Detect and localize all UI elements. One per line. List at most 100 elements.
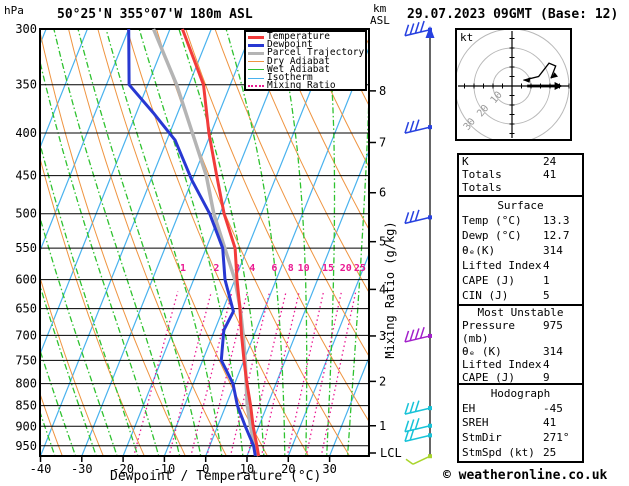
svg-text:7: 7 (379, 135, 386, 149)
svg-text:15: 15 (322, 263, 334, 274)
table-row-label: StmSpd (kt) (462, 446, 535, 460)
table-row-label: Lifted Index (462, 358, 542, 371)
svg-text:6: 6 (379, 186, 386, 200)
wind-barb (405, 454, 432, 465)
table-row: Lifted Index 4 (462, 358, 579, 371)
legend-item-isotherm: Isotherm (248, 71, 365, 83)
table-row: θₑ (K) 314 (462, 345, 579, 358)
altitude-unit-km-label: km (373, 2, 387, 15)
legend-item-temperature: Temperature (248, 32, 365, 41)
table-row-label: Lifted Index (462, 259, 542, 272)
pressure-tick-labels: 300 350 400 450 500 550 600 650 700 750 800 850 900 9… (15, 22, 37, 453)
legend-label: Dry Adiabat (267, 55, 330, 67)
table-most-unstable: Most Unstable Pressure (mb) 975 θₑ (K) 314 Li… (457, 304, 584, 397)
legend-item-parcel-trajectory: Parcel Trajectory (248, 47, 365, 59)
wind-barb-column (404, 20, 435, 465)
wind-barb (404, 400, 432, 415)
legend-swatch (248, 61, 264, 63)
chart-legend: Temperature Dewpoint Parcel Trajectory Dry … (244, 30, 367, 91)
x-axis-title: Dewpoint / Temperature (°C) (110, 469, 322, 484)
table-row: StmSpd (kt) 25 (462, 446, 579, 459)
table-row: Temp (°C) 13.3 (462, 214, 579, 227)
wind-barb (404, 20, 432, 37)
svg-text:400: 400 (15, 126, 37, 140)
table-row-label: EH (462, 401, 476, 415)
table-row-value: 314 (543, 345, 563, 358)
hodograph-unit-label: kt (460, 31, 474, 44)
svg-text:650: 650 (15, 302, 37, 316)
hodograph-trace (523, 62, 557, 81)
table-row: CAPE (J) 9 (462, 371, 579, 384)
altitude-tick-labels: 1 2 3 4 5 6 7 8 (369, 84, 386, 454)
legend-label: Dewpoint (267, 39, 313, 51)
svg-text:950: 950 (15, 439, 37, 453)
svg-text:300: 300 (15, 22, 37, 36)
table-row: Pressure (mb) 975 (462, 319, 579, 345)
table-row-value: 13.3 (543, 214, 570, 227)
legend-swatch (248, 69, 264, 71)
wind-barb (404, 326, 432, 343)
trace-arrow-icon (551, 72, 558, 79)
legend-label: Mixing Ratio (267, 80, 336, 92)
lcl-label: LCL (380, 446, 402, 460)
legend-swatch (248, 35, 264, 39)
svg-text:20: 20 (281, 462, 295, 476)
legend-label: Isotherm (267, 71, 313, 83)
table-row-label: θₑ (K) (462, 345, 502, 358)
page-title: 50°25'N 355°07'W 180m ASL (57, 7, 253, 22)
table-hodograph: Hodograph EH -45 SREH 41 StmDir 271° StmSpd (kt… (457, 383, 584, 463)
svg-text:1: 1 (379, 419, 386, 433)
wind-barb (404, 209, 432, 225)
table-row-value: -45 (543, 401, 563, 415)
table-row-value: 314 (543, 244, 563, 257)
svg-text:800: 800 (15, 377, 37, 391)
table-row: Lifted Index 4 (462, 259, 579, 272)
pressure-unit-label: hPa (4, 4, 24, 17)
legend-item-wet-adiabat: Wet Adiabat (248, 64, 365, 74)
table-row-label: Dewp (°C) (462, 229, 522, 242)
svg-text:850: 850 (15, 399, 37, 413)
table-row: Dewp (°C) 12.7 (462, 229, 579, 242)
svg-text:30: 30 (322, 462, 336, 476)
svg-text:20: 20 (340, 263, 352, 274)
parcel-trajectory-trace (151, 28, 261, 457)
wind-barb (404, 428, 432, 443)
table-row-label: StmDir (462, 431, 502, 445)
storm-motion-arrow-icon (554, 82, 563, 90)
table-row-value: 1 (543, 274, 550, 287)
table-row-label: Temp (°C) (462, 214, 522, 227)
table-row-value: 4 (543, 358, 550, 371)
table-row-value: 9 (543, 371, 550, 384)
table-row-label: SREH (462, 416, 489, 430)
table-row: CAPE (J) 1 (462, 274, 579, 287)
svg-text:2: 2 (379, 374, 386, 388)
svg-text:-30: -30 (71, 462, 93, 476)
mixing-ratio-labels: 1 2 3 4 6 8 10 15 20 25 (180, 263, 366, 274)
svg-text:5: 5 (379, 235, 386, 249)
svg-text:500: 500 (15, 207, 37, 221)
dewpoint-trace (127, 28, 257, 457)
legend-item-dewpoint: Dewpoint (248, 39, 365, 51)
altitude-unit-asl-label: ASL (370, 14, 390, 27)
svg-text:350: 350 (15, 78, 37, 92)
table-row: K 24 (462, 155, 579, 168)
svg-text:-40: -40 (30, 462, 52, 476)
trace-arrow-icon (523, 77, 531, 83)
svg-text:8: 8 (379, 84, 386, 98)
table-row: θₑ(K) 314 (462, 244, 579, 257)
svg-text:-20: -20 (112, 462, 134, 476)
table-row-label: CAPE (J) (462, 274, 515, 287)
svg-text:1: 1 (180, 263, 186, 274)
temperature-tick-labels: -40 -30 -20 -10 0 10 20 30 (30, 457, 337, 476)
svg-text:3: 3 (379, 329, 386, 343)
legend-label: Parcel Trajectory (267, 47, 365, 59)
wind-barb (404, 119, 432, 134)
table-row: Totals Totals 41 (462, 168, 579, 194)
table-row-value: 12.7 (543, 229, 570, 242)
table-row-label: CIN (J) (462, 289, 509, 302)
svg-text:700: 700 (15, 328, 37, 342)
legend-item-dry-adiabat: Dry Adiabat (248, 55, 365, 67)
